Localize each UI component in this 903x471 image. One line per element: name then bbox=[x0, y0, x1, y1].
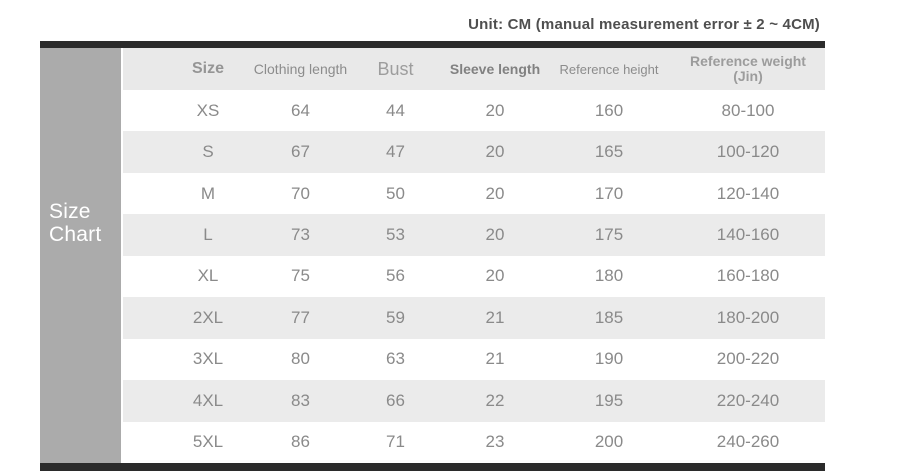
cell-bust: 63 bbox=[386, 349, 405, 369]
cell-sleeve-length: 20 bbox=[485, 183, 505, 203]
cell-sleeve-length: 20 bbox=[485, 100, 505, 120]
cell-clothing-length: 83 bbox=[291, 390, 310, 410]
cell-clothing-length: 64 bbox=[291, 100, 310, 120]
cell-reference-weight: 140-160 bbox=[716, 225, 780, 245]
table-row-xs: XS 64 44 20 160 80-100 bbox=[123, 90, 825, 132]
cell-reference-height: 190 bbox=[594, 349, 624, 369]
table-row-3xl: 3XL 80 63 21 190 200-220 bbox=[123, 338, 825, 381]
column-header-sleeve-length: Sleeve length bbox=[449, 61, 541, 77]
size-table-body: XS 64 44 20 160 80-100 S 67 47 20 165 10… bbox=[123, 90, 825, 463]
cell-reference-height: 185 bbox=[594, 307, 624, 327]
cell-reference-weight: 120-140 bbox=[716, 183, 780, 203]
cell-reference-height: 160 bbox=[594, 100, 624, 120]
cell-reference-height: 175 bbox=[594, 225, 624, 245]
cell-reference-weight: 160-180 bbox=[716, 266, 780, 286]
table-row-5xl: 5XL 86 71 23 200 240-260 bbox=[123, 421, 825, 463]
table-row-s: S 67 47 20 165 100-120 bbox=[123, 131, 825, 173]
cell-size: 2XL bbox=[192, 307, 224, 327]
size-chart-label: Size Chart bbox=[40, 48, 121, 463]
cell-reference-height: 165 bbox=[594, 142, 624, 162]
table-row-4xl: 4XL 83 66 22 195 220-240 bbox=[123, 380, 825, 422]
column-header-clothing-length: Clothing length bbox=[253, 61, 348, 77]
cell-sleeve-length: 20 bbox=[485, 266, 505, 286]
bottom-border-bar bbox=[40, 463, 825, 471]
cell-sleeve-length: 21 bbox=[485, 307, 505, 327]
cell-clothing-length: 86 bbox=[291, 432, 310, 452]
cell-sleeve-length: 22 bbox=[485, 390, 505, 410]
cell-size: S bbox=[202, 142, 214, 162]
cell-clothing-length: 70 bbox=[291, 183, 310, 203]
cell-reference-weight: 220-240 bbox=[716, 390, 780, 410]
reference-weight-line2: (Jin) bbox=[733, 68, 763, 84]
size-chart-body: Size Chart Size Clothing length Bust Sle… bbox=[40, 48, 825, 463]
column-header-reference-weight: Reference weight (Jin) bbox=[671, 48, 825, 90]
cell-reference-height: 200 bbox=[594, 432, 624, 452]
column-header-size: Size bbox=[191, 60, 224, 77]
cell-bust: 56 bbox=[386, 266, 405, 286]
cell-size: M bbox=[200, 183, 216, 203]
cell-size: L bbox=[203, 225, 213, 245]
cell-clothing-length: 75 bbox=[291, 266, 310, 286]
size-table: Size Clothing length Bust Sleeve length … bbox=[123, 48, 825, 463]
cell-size: 4XL bbox=[192, 390, 224, 410]
table-row-l: L 73 53 20 175 140-160 bbox=[123, 214, 825, 256]
cell-reference-weight: 200-220 bbox=[716, 349, 780, 369]
cell-sleeve-length: 23 bbox=[485, 432, 505, 452]
cell-reference-weight: 80-100 bbox=[721, 100, 775, 120]
cell-clothing-length: 67 bbox=[291, 142, 310, 162]
size-chart-table-container: Size Chart Size Clothing length Bust Sle… bbox=[40, 41, 825, 471]
cell-bust: 47 bbox=[386, 142, 405, 162]
cell-reference-weight: 240-260 bbox=[716, 432, 780, 452]
cell-bust: 53 bbox=[386, 225, 405, 245]
table-row-xl: XL 75 56 20 180 160-180 bbox=[123, 255, 825, 298]
cell-bust: 50 bbox=[386, 183, 405, 203]
top-border-bar bbox=[40, 41, 825, 48]
cell-clothing-length: 80 bbox=[291, 349, 310, 369]
cell-reference-weight: 180-200 bbox=[716, 307, 780, 327]
column-header-bust: Bust bbox=[377, 58, 414, 79]
cell-reference-weight: 100-120 bbox=[716, 142, 780, 162]
cell-reference-height: 195 bbox=[594, 390, 624, 410]
size-chart-label-line2: Chart bbox=[49, 223, 102, 246]
unit-note: Unit: CM (manual measurement error ± 2 ~… bbox=[468, 16, 820, 33]
cell-sleeve-length: 21 bbox=[485, 349, 505, 369]
column-header-reference-height: Reference height bbox=[559, 61, 659, 77]
cell-reference-height: 180 bbox=[594, 266, 624, 286]
table-row-m: M 70 50 20 170 120-140 bbox=[123, 172, 825, 215]
header-row: Size Clothing length Bust Sleeve length … bbox=[123, 48, 825, 90]
cell-clothing-length: 77 bbox=[291, 307, 310, 327]
reference-weight-line1: Reference weight bbox=[690, 53, 806, 69]
cell-size: 3XL bbox=[192, 349, 224, 369]
cell-clothing-length: 73 bbox=[291, 225, 310, 245]
cell-size: XS bbox=[196, 100, 220, 120]
cell-reference-height: 170 bbox=[594, 183, 624, 203]
size-table-header: Size Clothing length Bust Sleeve length … bbox=[123, 48, 825, 90]
cell-bust: 59 bbox=[386, 307, 405, 327]
size-chart-label-line1: Size bbox=[49, 200, 91, 223]
table-row-2xl: 2XL 77 59 21 185 180-200 bbox=[123, 297, 825, 339]
cell-sleeve-length: 20 bbox=[485, 225, 505, 245]
cell-size: XL bbox=[197, 266, 219, 286]
cell-bust: 66 bbox=[386, 390, 405, 410]
cell-bust: 71 bbox=[386, 432, 405, 452]
cell-bust: 44 bbox=[386, 100, 405, 120]
cell-sleeve-length: 20 bbox=[485, 142, 505, 162]
cell-size: 5XL bbox=[192, 432, 224, 452]
